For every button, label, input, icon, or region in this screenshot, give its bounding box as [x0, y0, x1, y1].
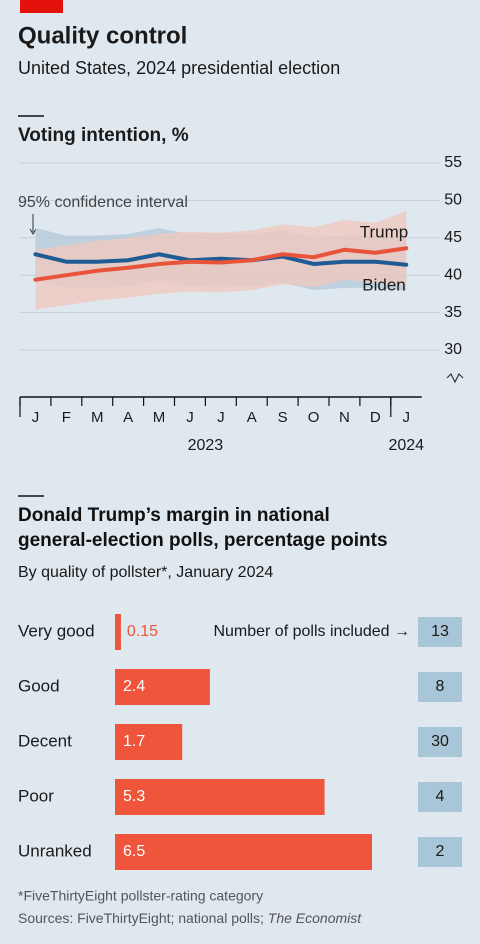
- line: [33, 246, 409, 282]
- bar: [115, 779, 325, 815]
- page-title: Quality control: [18, 22, 187, 49]
- brand-tag: [20, 0, 63, 13]
- value-label: 1.7: [123, 733, 145, 750]
- count-box: [418, 672, 462, 702]
- series-label: Trump: [360, 222, 409, 241]
- count-box: [418, 782, 462, 812]
- bar: [115, 614, 121, 650]
- source-text: Sources: FiveThirtyEight; national polls…: [18, 910, 268, 926]
- bar: [115, 834, 372, 870]
- source-italic: The Economist: [268, 910, 362, 926]
- x-tick-label: J: [217, 409, 225, 426]
- count-header: Number of polls included →: [213, 623, 410, 640]
- series-label: Biden: [362, 275, 405, 294]
- x-tick-label: D: [370, 409, 381, 426]
- bar: [115, 724, 183, 760]
- year-label: 2024: [388, 437, 424, 454]
- bar: [115, 669, 210, 705]
- count-label: 30: [431, 733, 449, 750]
- y-tick-label: 35: [444, 304, 462, 321]
- chart-title: Voting intention, %: [18, 125, 189, 146]
- x-tick-label: N: [339, 409, 350, 426]
- category-label: Good: [18, 676, 60, 695]
- x-tick-label: A: [247, 409, 257, 426]
- y-tick-label: 45: [444, 229, 462, 246]
- category-label: Unranked: [18, 841, 92, 860]
- value-label: 0.15: [127, 623, 158, 640]
- value-label: 6.5: [123, 843, 145, 860]
- count-box: [418, 837, 462, 867]
- y-tick-label: 50: [444, 192, 462, 209]
- chart-subtitle: By quality of pollster*, January 2024: [18, 564, 273, 581]
- x-tick-label: O: [308, 409, 320, 426]
- x-tick-label: M: [91, 409, 104, 426]
- count-label: 13: [431, 623, 449, 640]
- x-tick-label: M: [153, 409, 166, 426]
- category-label: Very good: [18, 621, 95, 640]
- x-tick-label: J: [403, 409, 411, 426]
- chart-title: Donald Trump’s margin in national genera…: [18, 505, 388, 551]
- annotation: 95% confidence interval: [18, 194, 188, 211]
- year-label: 2023: [188, 437, 224, 454]
- count-label: 4: [436, 788, 445, 805]
- x-tick-label: F: [62, 409, 71, 426]
- page-subtitle: United States, 2024 presidential electio…: [18, 58, 340, 78]
- x-tick-label: S: [278, 409, 288, 426]
- value-label: 5.3: [123, 788, 145, 805]
- line: [33, 252, 409, 267]
- footnote: *FiveThirtyEight pollster-rating categor…: [18, 888, 263, 904]
- y-tick-label: 30: [444, 341, 462, 358]
- count-label: 2: [436, 843, 445, 860]
- y-tick-label: 55: [444, 154, 462, 171]
- x-tick-label: A: [123, 409, 133, 426]
- count-box: [418, 727, 462, 757]
- count-label: 8: [436, 678, 445, 695]
- annotation-arrow: [29, 228, 37, 235]
- axis-break: [446, 372, 464, 384]
- y-tick-label: 40: [444, 266, 462, 283]
- source: Sources: FiveThirtyEight; national polls…: [18, 910, 362, 926]
- category-label: Decent: [18, 731, 72, 750]
- x-tick-label: J: [32, 409, 40, 426]
- value-label: 2.4: [123, 678, 145, 695]
- category-label: Poor: [18, 786, 54, 805]
- x-tick-label: J: [186, 409, 194, 426]
- count-box: [418, 617, 462, 647]
